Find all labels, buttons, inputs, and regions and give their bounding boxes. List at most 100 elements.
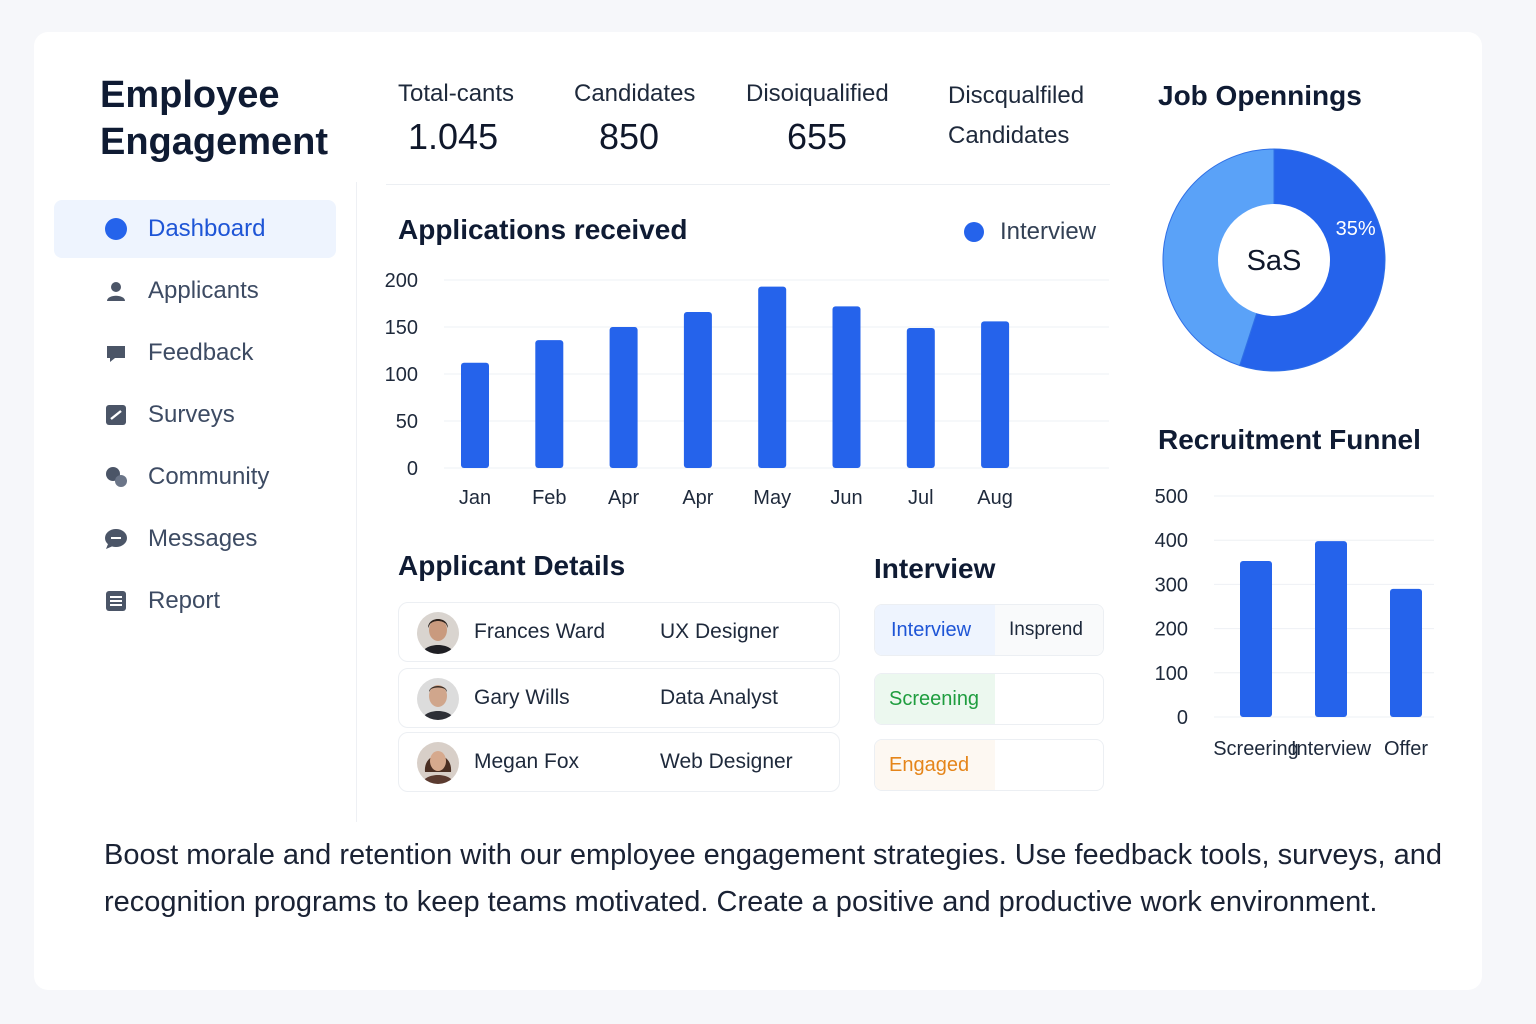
x-tick-label: Aug [977,487,1013,509]
status-tag-insprend[interactable]: Insprend [995,605,1103,655]
chart-bar [683,311,712,468]
sidebar-item-label: Messages [148,525,258,552]
sidebar-item-applicants[interactable]: Applicants [54,262,336,320]
applicant-role: UX Designer [660,620,780,643]
legend-label: Interview [1000,218,1097,245]
chat-bubble-icon [104,341,128,365]
stat-value: 655 [787,116,848,157]
sidebar-item-surveys[interactable]: Surveys [54,386,336,444]
x-tick-label: Jan [459,487,491,509]
stat-label: Candidates [574,80,696,107]
stat-label-line1: Discqualfiled [948,82,1085,109]
status-tag-engaged[interactable]: Engaged [875,740,995,790]
applicant-name: Gary Wills [474,686,570,709]
legend-swatch [964,222,984,242]
y-tick-label: 100 [385,364,418,386]
y-tick-label: 300 [1155,574,1188,596]
survey-icon [104,403,128,427]
chart-bar [461,362,489,468]
y-tick-label: 500 [1155,486,1188,508]
sidebar-item-label: Applicants [148,277,259,304]
sidebar-item-report[interactable]: Report [54,572,336,630]
app-title: Employee Engagement [100,72,360,166]
applicant-name: Frances Ward [474,620,606,643]
y-tick-label: 0 [407,458,418,480]
x-tick-label: Interview [1291,738,1372,760]
x-tick-label: Offer [1384,738,1428,760]
y-tick-label: 150 [385,317,418,339]
applicant-row[interactable]: Megan Fox Web Designer [398,732,840,792]
stat-label: Total-cants [398,80,515,107]
community-icon [104,465,128,489]
x-tick-label: May [753,487,791,509]
job-openings-donut: 35% SaS [1162,148,1386,372]
donut-center-label: SaS [1247,245,1302,277]
applications-title: Applications received [398,214,688,245]
sidebar-item-label: Community [148,463,270,490]
dashboard-card: Employee Engagement Dashboard Applicants… [34,32,1482,990]
y-tick-label: 200 [385,270,418,292]
stat-label: Disoiqualified [746,80,889,107]
chart-bar [1390,588,1422,717]
x-tick-label: Apr [682,487,713,509]
status-tag-interview[interactable]: Interview [875,605,995,655]
sidebar-item-label: Feedback [148,339,254,366]
x-tick-label: Feb [532,487,566,509]
stat-label: Discqualfiled Candidates [948,76,1084,156]
sidebar-divider [356,182,357,822]
message-icon [104,527,128,551]
interview-title: Interview [874,553,996,584]
x-tick-label: Screering [1213,738,1299,760]
y-tick-label: 400 [1155,530,1188,552]
applicant-row[interactable]: Frances Ward UX Designer [398,602,840,662]
x-tick-label: Apr [608,487,639,509]
sidebar-item-messages[interactable]: Messages [54,510,336,568]
dashboard-dot-icon [104,217,128,241]
chart-bar [832,306,861,468]
funnel-title: Recruitment Funnel [1158,424,1421,455]
avatar [417,742,459,784]
avatar [417,612,459,654]
sidebar-item-label: Dashboard [148,215,266,242]
chart-bar [1240,560,1272,717]
chart-legend: Interview [964,218,1096,246]
app-title-line1: Employee [100,74,280,116]
status-tag-screening[interactable]: Screening [875,674,995,724]
stats-divider [386,184,1110,185]
y-tick-label: 50 [396,411,418,433]
chart-bar [906,327,935,468]
description-text: Boost morale and retention with our empl… [104,839,1442,918]
applicant-row[interactable]: Gary Wills Data Analyst [398,668,840,728]
sidebar-item-community[interactable]: Community [54,448,336,506]
report-icon [104,589,128,613]
applicant-role: Web Designer [660,750,793,773]
x-tick-label: Jun [830,487,862,509]
job-openings-title: Job Opennings [1158,80,1362,111]
chart-bar [981,321,1010,468]
avatar [417,678,459,720]
interview-status-row[interactable]: Interview Insprend [874,604,1104,656]
applicant-name: Megan Fox [474,750,580,773]
y-tick-label: 200 [1155,619,1188,641]
y-tick-label: 100 [1155,663,1188,685]
stat-value: 850 [599,116,660,157]
chart-bar [758,286,787,468]
applicant-details-title: Applicant Details [398,550,626,581]
interview-status-row[interactable]: Screening [874,673,1104,725]
donut-hole [1218,204,1330,316]
chart-bar [1315,541,1347,717]
donut-percent-label: 35% [1336,218,1376,240]
person-icon [104,279,128,303]
sidebar: Dashboard Applicants Feedback Surveys Co… [54,200,336,634]
sidebar-item-dashboard[interactable]: Dashboard [54,200,336,258]
interview-status-row[interactable]: Engaged [874,739,1104,791]
sidebar-item-feedback[interactable]: Feedback [54,324,336,382]
y-tick-label: 0 [1177,707,1188,729]
sidebar-item-label: Surveys [148,401,235,428]
applications-chart: 0 50 100 150 200 Jan Feb Apr Apr May Jun Jul Aug [385,270,1109,509]
stat-label-line2: Candidates [948,122,1070,149]
stat-value: 1.045 [408,116,499,157]
applicant-role: Data Analyst [660,686,778,709]
x-tick-label: Jul [908,487,934,509]
